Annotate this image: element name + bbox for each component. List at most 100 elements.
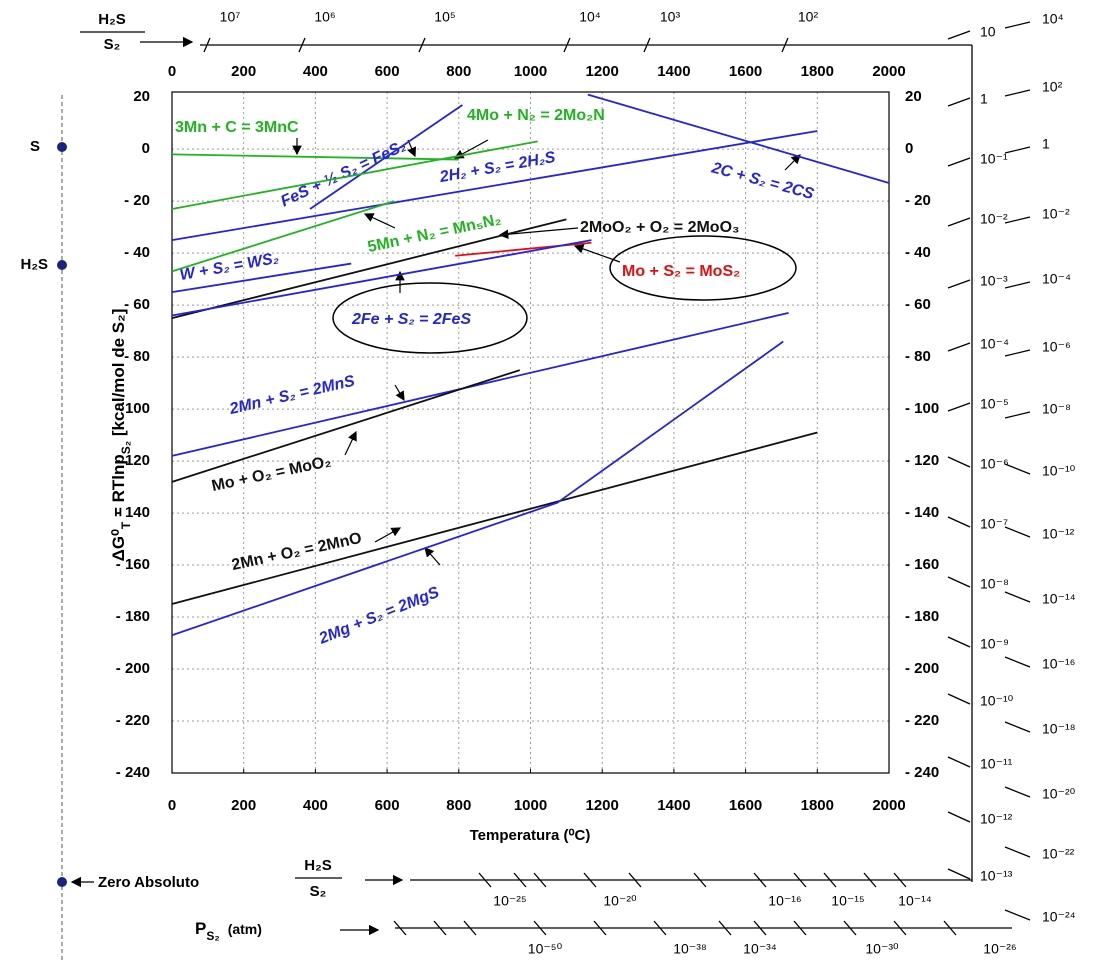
scale-tick xyxy=(1004,89,1031,97)
pointer xyxy=(394,384,405,402)
scale-label: 10⁻²⁰ xyxy=(1042,786,1076,802)
scale-label: 10⁻²⁰ xyxy=(603,893,637,909)
scale-label: 10⁻¹³ xyxy=(980,868,1013,884)
y-tick-label: - 240 xyxy=(116,764,150,781)
x-tick-label-top: 200 xyxy=(231,63,256,80)
scale-tick xyxy=(947,157,971,167)
x-tick-label-top: 1600 xyxy=(729,63,762,80)
scale-tick xyxy=(943,920,957,936)
scale-label: 10² xyxy=(798,9,819,25)
x-tick-label: 400 xyxy=(303,797,328,814)
scale-label: 10⁻⁸ xyxy=(1042,401,1071,417)
scale-tick xyxy=(1004,281,1031,289)
point xyxy=(57,877,67,887)
series-line xyxy=(171,140,538,210)
series-label: Mo + S₂ = MoS₂ xyxy=(622,263,740,280)
scale-tick xyxy=(1004,786,1031,798)
y-tick-label: - 220 xyxy=(116,712,150,729)
scale-tick xyxy=(533,920,547,936)
scale-tick xyxy=(863,872,877,888)
series-label: 4Mo + N₂ = 2Mo₂N xyxy=(467,107,605,124)
scale-tick xyxy=(753,920,767,936)
scale-tick xyxy=(947,756,971,768)
ratio-denominator: S₂ xyxy=(310,883,327,900)
series-label: 3Mn + C = 3MnC xyxy=(175,119,299,136)
y-tick-label: 0 xyxy=(142,140,150,157)
pointer xyxy=(498,227,579,240)
scale-tick xyxy=(947,868,971,880)
scale-label: 10⁻³⁸ xyxy=(673,941,707,957)
scale-tick xyxy=(947,636,971,648)
y-tick-label-right: - 100 xyxy=(905,400,939,417)
scale-tick xyxy=(563,37,571,53)
scale-label: 10⁻¹⁴ xyxy=(1042,591,1076,607)
series-label: 2Mn + S₂ = 2MnS xyxy=(227,373,357,419)
series-label: 2Fe + S₂ = 2FeS xyxy=(351,311,471,328)
point-label: H₂S xyxy=(20,256,48,273)
x-tick-label-top: 400 xyxy=(303,63,328,80)
series-line xyxy=(171,153,459,161)
scale-label: 10⁻³ xyxy=(980,273,1008,289)
pointer xyxy=(784,154,801,171)
scale-tick xyxy=(947,693,971,705)
x-tick-label-top: 2000 xyxy=(872,63,905,80)
x-tick-label: 1800 xyxy=(801,797,834,814)
scale-tick xyxy=(643,37,651,53)
series-line xyxy=(171,369,521,483)
series-line xyxy=(171,130,818,242)
scale-tick xyxy=(513,872,527,888)
x-tick-label: 600 xyxy=(375,797,400,814)
scale-tick xyxy=(793,872,807,888)
y-tick-label: - 40 xyxy=(124,244,150,261)
x-tick-label-top: 0 xyxy=(168,63,176,80)
scale-label: 10⁴ xyxy=(1042,11,1064,27)
x-tick-label: 1200 xyxy=(586,797,619,814)
pointer xyxy=(374,527,402,543)
y-tick-label: - 60 xyxy=(124,296,150,313)
scale-tick xyxy=(947,516,971,528)
scale-label: 10⁻¹⁸ xyxy=(1042,721,1076,737)
scale-tick xyxy=(947,402,971,412)
ps2-sub: S₂ xyxy=(206,929,219,943)
scale-label: 10⁻¹⁵ xyxy=(831,893,864,909)
scale-tick xyxy=(533,872,547,888)
ratio-denominator: S₂ xyxy=(104,36,121,53)
y-tick-label-right: - 40 xyxy=(905,244,931,261)
x-title: Temperatura (⁰C) xyxy=(470,827,591,844)
scale-label: 10⁻⁶ xyxy=(980,456,1009,472)
scale-tick xyxy=(1004,591,1031,603)
scale-label: 10⁻¹⁰ xyxy=(980,693,1014,709)
x-tick-label: 1000 xyxy=(514,797,547,814)
scale-label: 10⁻¹⁶ xyxy=(1042,656,1075,672)
scale-label: 10⁻⁷ xyxy=(980,516,1008,532)
series-line xyxy=(587,93,890,184)
x-tick-label-top: 1800 xyxy=(801,63,834,80)
y-tick-label: - 200 xyxy=(116,660,150,677)
ps2-symbol: P xyxy=(195,919,206,938)
y-title-part: ΔG⁰ xyxy=(109,529,128,561)
scale-tick xyxy=(693,872,707,888)
series-line xyxy=(309,104,463,210)
y-tick-label: - 80 xyxy=(124,348,150,365)
scale-tick xyxy=(1004,656,1031,668)
y-tick-label-right: - 120 xyxy=(905,452,939,469)
y-tick-label-right: - 240 xyxy=(905,764,939,781)
y-tick-label-right: 0 xyxy=(905,140,913,157)
y-tick-label-right: - 180 xyxy=(905,608,939,625)
scale-tick xyxy=(893,872,907,888)
series-label: 2Mg + S₂ = 2MgS xyxy=(316,584,442,648)
x-tick-label: 800 xyxy=(446,797,471,814)
y-title-part: [kcal/mol de S₂] xyxy=(109,309,128,441)
series-line xyxy=(171,312,789,457)
scale-label: 10⁻¹ xyxy=(980,151,1008,167)
y-tick-label-right: 20 xyxy=(905,88,922,105)
y-tick-label: - 20 xyxy=(124,192,150,209)
y-tick-label-right: - 20 xyxy=(905,192,931,209)
x-tick-label: 1600 xyxy=(729,797,762,814)
ratio-numerator: H₂S xyxy=(98,11,126,28)
scale-label: 10⁻¹⁰ xyxy=(1042,463,1076,479)
scale-tick xyxy=(583,872,597,888)
ps2-title: PS₂ (atm) xyxy=(195,919,262,943)
x-tick-label-top: 800 xyxy=(446,63,471,80)
scale-tick xyxy=(653,920,667,936)
